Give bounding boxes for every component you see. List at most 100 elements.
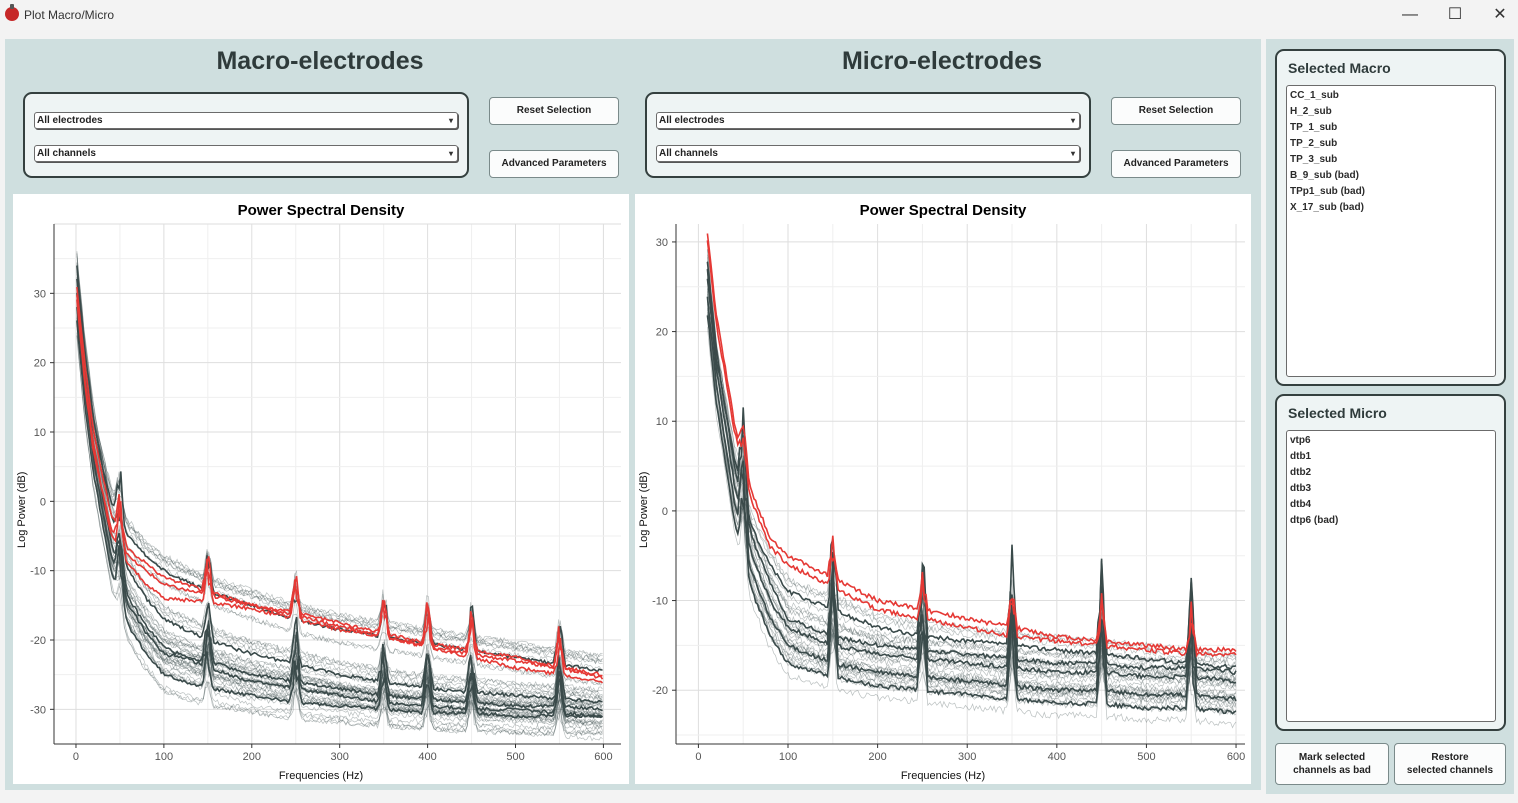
macro-channel-select[interactable]: All channels ▾ bbox=[34, 145, 458, 162]
x-tick-label: 500 bbox=[506, 751, 524, 763]
grid bbox=[676, 224, 1245, 744]
series-line-good bbox=[76, 307, 603, 712]
list-item[interactable]: dtb1 bbox=[1290, 451, 1312, 462]
macro-advanced-parameters-button[interactable]: Advanced Parameters bbox=[489, 150, 619, 178]
series-line-good bbox=[76, 309, 603, 706]
macro-electrode-select-value: All electrodes bbox=[37, 115, 103, 126]
series-line-good bbox=[76, 315, 603, 719]
series-line-good bbox=[76, 271, 603, 665]
selected-macro-list[interactable]: CC_1_sub H_2_sub TP_1_sub TP_2_sub TP_3_… bbox=[1286, 85, 1496, 377]
y-tick-label: 30 bbox=[656, 237, 668, 249]
series-line-good bbox=[707, 288, 1237, 698]
series-line-good bbox=[76, 335, 603, 737]
macro-filter-box: All electrodes ▾ All channels ▾ bbox=[23, 92, 469, 178]
mark-bad-line-2: channels as bad bbox=[1293, 765, 1371, 776]
series-line-good bbox=[707, 278, 1237, 688]
macro-psd-plot[interactable]: 0 100 200 300 400 500 600 -30 -20 -10 0 10 20 30 Powe… bbox=[13, 194, 629, 784]
list-item[interactable]: TP_1_sub bbox=[1290, 122, 1338, 133]
series-line-good bbox=[707, 294, 1237, 704]
series-line-good bbox=[707, 257, 1237, 674]
list-item[interactable]: H_2_sub bbox=[1290, 106, 1332, 117]
chevron-down-icon: ▾ bbox=[1070, 149, 1075, 158]
series-line-bad bbox=[706, 233, 1237, 654]
list-item[interactable]: dtb4 bbox=[1290, 499, 1312, 510]
x-tick-label: 0 bbox=[695, 751, 701, 763]
list-item[interactable]: vtp6 bbox=[1290, 435, 1311, 446]
series-line-good bbox=[707, 307, 1237, 717]
series-line-good bbox=[76, 292, 603, 719]
series-line-good bbox=[707, 260, 1237, 664]
selected-micro-list[interactable]: vtp6 dtb1 dtb2 dtb3 dtb4 dtp6 (bad) bbox=[1286, 430, 1496, 722]
selected-macro-title: Selected Macro bbox=[1288, 60, 1391, 76]
series-line-bad bbox=[76, 294, 603, 677]
micro-x-axis-label: Frequencies (Hz) bbox=[900, 770, 986, 782]
series-line-good bbox=[76, 265, 603, 704]
micro-channel-select-value: All channels bbox=[659, 148, 718, 159]
macro-reset-selection-button[interactable]: Reset Selection bbox=[489, 97, 619, 125]
list-item[interactable]: dtp6 (bad) bbox=[1290, 515, 1339, 526]
series-line-good bbox=[707, 309, 1237, 709]
series-line-good bbox=[706, 269, 1237, 670]
macro-psd-canvas: 0 100 200 300 400 500 600 -30 -20 -10 0 10 20 30 bbox=[30, 223, 621, 763]
micro-psd-plot[interactable]: 0 100 200 300 400 500 600 -20 -10 0 10 20 30 Power S… bbox=[635, 194, 1251, 784]
series-line-good bbox=[706, 278, 1237, 684]
series-line-good bbox=[76, 263, 603, 659]
x-tick-label: 600 bbox=[1227, 751, 1245, 763]
chevron-down-icon: ▾ bbox=[1070, 116, 1075, 125]
restore-channels-button[interactable]: Restore selected channels bbox=[1394, 743, 1506, 785]
y-tick-label: -20 bbox=[652, 685, 668, 697]
series-line-good bbox=[707, 278, 1237, 691]
micro-advanced-parameters-button[interactable]: Advanced Parameters bbox=[1111, 150, 1241, 178]
list-item[interactable]: TP_3_sub bbox=[1290, 154, 1338, 165]
macro-electrode-select[interactable]: All electrodes ▾ bbox=[34, 112, 458, 129]
mark-bad-line-1: Mark selected bbox=[1298, 752, 1366, 763]
selected-micro-title: Selected Micro bbox=[1288, 405, 1387, 421]
series-line-good bbox=[706, 315, 1237, 715]
series-line-good bbox=[76, 294, 603, 700]
list-item[interactable]: dtb2 bbox=[1290, 467, 1312, 478]
x-tick-label: 600 bbox=[594, 751, 612, 763]
series-line-good bbox=[76, 269, 603, 665]
series-line-good bbox=[76, 270, 603, 662]
selected-macro-box: Selected Macro CC_1_sub H_2_sub TP_1_sub… bbox=[1275, 49, 1506, 386]
series-line-bad bbox=[76, 286, 604, 680]
x-tick-label: 500 bbox=[1137, 751, 1155, 763]
micro-electrode-select[interactable]: All electrodes ▾ bbox=[656, 112, 1080, 129]
minimize-button[interactable]: — bbox=[1402, 6, 1418, 23]
y-tick-label: 20 bbox=[656, 327, 668, 339]
series-line-good bbox=[707, 249, 1237, 668]
series-line-good bbox=[707, 272, 1237, 682]
series-line-good bbox=[76, 251, 603, 693]
series-group bbox=[76, 251, 604, 742]
list-item[interactable]: X_17_sub (bad) bbox=[1290, 202, 1364, 213]
y-tick-label: -30 bbox=[30, 704, 46, 716]
mark-bad-button[interactable]: Mark selected channels as bad bbox=[1275, 743, 1389, 785]
series-line-good bbox=[706, 296, 1237, 702]
y-tick-label: 30 bbox=[34, 288, 46, 300]
series-line-good bbox=[706, 261, 1237, 675]
micro-reset-selection-button[interactable]: Reset Selection bbox=[1111, 97, 1241, 125]
list-item[interactable]: B_9_sub (bad) bbox=[1290, 170, 1359, 181]
list-item[interactable]: dtb3 bbox=[1290, 483, 1312, 494]
series-line-good bbox=[707, 272, 1237, 688]
list-item[interactable]: TPp1_sub (bad) bbox=[1290, 186, 1366, 197]
x-tick-label: 400 bbox=[1048, 751, 1066, 763]
series-line-good bbox=[76, 320, 603, 716]
x-tick-label: 100 bbox=[779, 751, 797, 763]
series-line-good bbox=[707, 254, 1237, 659]
series-line-good bbox=[707, 279, 1237, 684]
series-line-good bbox=[707, 268, 1237, 684]
list-item[interactable]: CC_1_sub bbox=[1290, 90, 1339, 101]
series-line-good bbox=[76, 262, 603, 702]
close-button[interactable]: ✕ bbox=[1493, 6, 1507, 23]
x-tick-label: 200 bbox=[243, 751, 261, 763]
micro-plot-title: Power Spectral Density bbox=[859, 202, 1027, 219]
series-line-good bbox=[76, 309, 603, 706]
x-tick-label: 0 bbox=[73, 751, 79, 763]
series-line-good bbox=[707, 303, 1237, 708]
series-line-good bbox=[76, 317, 603, 719]
micro-channel-select[interactable]: All channels ▾ bbox=[656, 145, 1080, 162]
maximize-button[interactable]: ☐ bbox=[1447, 6, 1463, 23]
macro-y-axis-label: Log Power (dB) bbox=[16, 471, 28, 548]
list-item[interactable]: TP_2_sub bbox=[1290, 138, 1338, 149]
